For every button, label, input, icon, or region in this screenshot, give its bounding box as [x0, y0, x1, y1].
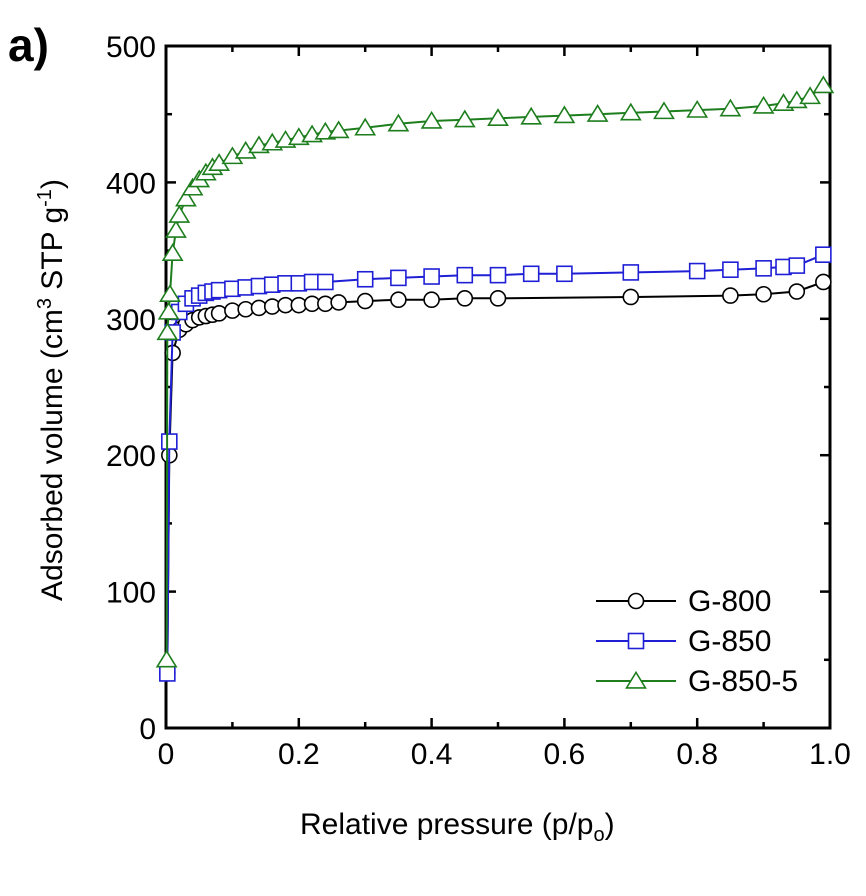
- data-point-G-850-5: [686, 99, 709, 118]
- y-tick-label: 400: [106, 167, 156, 200]
- data-point-G-850-5: [420, 110, 443, 129]
- data-point-G-850-5: [161, 243, 184, 262]
- y-axis-label-sup1: 3: [34, 298, 56, 310]
- x-tick-label: 0.2: [278, 738, 320, 771]
- y-tick-label: 300: [106, 304, 156, 337]
- data-point-G-850-5: [586, 104, 609, 122]
- axis-ticks: 0 0.2 0.4 0.6 0.8 1.0 0 100 200 300 400 500: [106, 31, 851, 771]
- legend-label: G-850: [688, 625, 771, 658]
- y-tick-label: 100: [106, 577, 156, 610]
- data-point-G-850: [489, 266, 507, 284]
- data-point-G-850-5: [812, 75, 835, 94]
- series-G-800: [159, 273, 832, 682]
- data-point-G-850-5: [487, 108, 509, 126]
- x-tick-label: 0: [158, 738, 175, 771]
- data-point-G-850-5: [159, 284, 181, 302]
- data-point-G-850: [622, 264, 640, 281]
- series-G-850-5: [155, 75, 835, 668]
- panel-label: a): [8, 19, 49, 71]
- data-point-G-850: [556, 265, 573, 283]
- data-point-G-850: [815, 246, 832, 263]
- legend-entry-G-800: G-800: [596, 585, 771, 618]
- data-point-G-850-5: [752, 95, 775, 114]
- data-point-G-800: [456, 290, 474, 307]
- y-axis-label-a: Adsorbed volume (cm: [36, 309, 69, 601]
- data-point-G-850-5: [387, 113, 410, 132]
- data-point-G-850: [788, 257, 806, 274]
- x-axis-label: Relative pressure (p/po): [300, 808, 615, 847]
- data-point-G-850-5: [175, 188, 197, 207]
- legend-marker: [625, 670, 647, 689]
- legend-entry-G-850: G-850: [596, 625, 771, 658]
- y-axis-label-sup2: -1: [34, 189, 56, 207]
- data-point-G-850-5: [719, 98, 742, 117]
- y-axis-label-c: ): [36, 179, 69, 190]
- data-point-G-800: [330, 294, 347, 311]
- data-point-G-800: [210, 305, 228, 322]
- x-tick-label: 1.0: [809, 738, 851, 771]
- data-point-G-850-5: [165, 219, 187, 238]
- data-point-G-800: [356, 292, 374, 310]
- y-axis-label-b: STP g: [36, 206, 69, 299]
- y-axis-label: Adsorbed volume (cm3 STP g-1): [34, 179, 70, 601]
- data-point-G-850-5: [168, 204, 191, 223]
- y-tick-label: 200: [106, 440, 156, 473]
- data-point-G-800: [423, 291, 440, 309]
- data-point-G-850-5: [354, 117, 377, 136]
- data-point-G-850-5: [157, 301, 180, 320]
- data-point-G-850: [755, 260, 772, 277]
- x-tick-label: 0.4: [411, 738, 453, 771]
- data-point-G-850: [159, 665, 176, 682]
- legend: G-800 G-850 G-850-5: [596, 585, 798, 698]
- data-point-G-850: [522, 265, 540, 283]
- data-point-G-850-5: [327, 120, 350, 139]
- data-point-G-850-5: [619, 102, 642, 121]
- series-line-G-850-5: [165, 84, 825, 660]
- data-point-G-850-5: [653, 101, 675, 120]
- data-point-G-800: [815, 273, 832, 291]
- data-point-G-800: [722, 287, 739, 304]
- data-point-G-850-5: [156, 322, 179, 341]
- data-point-G-850-5: [553, 105, 576, 124]
- y-tick-label: 0: [139, 713, 156, 746]
- legend-marker: [627, 632, 645, 650]
- x-tick-label: 0.8: [676, 738, 718, 771]
- x-axis-label-sub: o: [593, 824, 605, 846]
- x-axis-label-end: ): [604, 808, 615, 841]
- legend-marker: [627, 592, 645, 610]
- data-point-G-850: [161, 433, 178, 450]
- data-point-G-800: [622, 288, 640, 306]
- data-point-G-800: [390, 291, 407, 309]
- data-point-G-850: [688, 262, 706, 280]
- y-tick-label: 500: [106, 31, 156, 64]
- data-point-G-850-5: [453, 109, 476, 128]
- data-point-G-800: [755, 285, 772, 303]
- data-point-G-850-5: [520, 106, 543, 125]
- data-point-G-850-5: [799, 86, 821, 105]
- data-point-G-850-5: [155, 649, 178, 668]
- data-point-G-850: [390, 269, 407, 287]
- data-point-G-800: [788, 283, 806, 300]
- x-tick-label: 0.6: [544, 738, 586, 771]
- data-point-G-800: [489, 290, 507, 307]
- data-point-G-850: [722, 261, 739, 278]
- legend-entry-G-850-5: G-850-5: [596, 665, 798, 698]
- data-point-G-850: [356, 270, 374, 288]
- x-axis-label-main: Relative pressure (p/p: [300, 808, 594, 841]
- data-point-G-850: [456, 266, 474, 284]
- data-point-G-850: [423, 268, 440, 285]
- data-point-G-850: [317, 273, 334, 291]
- legend-label: G-800: [688, 585, 771, 618]
- legend-label: G-850-5: [688, 665, 798, 698]
- series-layer: [155, 75, 835, 682]
